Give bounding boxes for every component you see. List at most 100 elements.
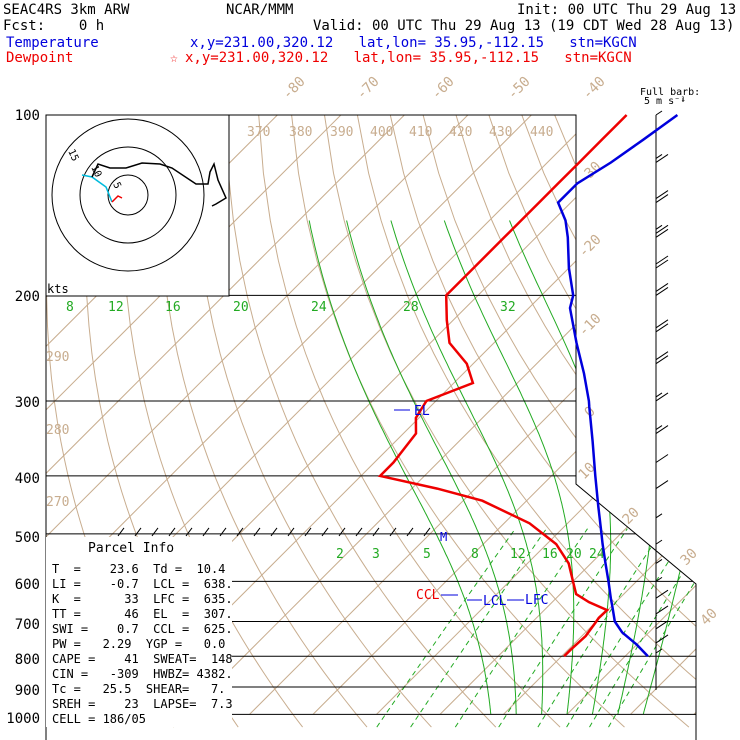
dewpoint-location: x,y=231.00,320.12 lat,lon= 35.95,-112.15… [185, 50, 632, 66]
wind-barb [655, 224, 669, 238]
parcel-row: CIN = -309 HWBZ= 4382. [52, 667, 233, 681]
hatch-mark [219, 527, 227, 537]
hatch-mark [304, 527, 312, 537]
parcel-row: Tc = 25.5 SHEAR= 7. [52, 682, 225, 696]
parcel-row: TT = 46 EL = 307. [52, 607, 233, 621]
dry-adiabat [192, 115, 432, 728]
dry-adiabat [719, 115, 740, 727]
lfc-label: LFC [525, 593, 548, 608]
parcel-row: CELL = 186/05 [52, 712, 146, 726]
wind-barb [655, 620, 669, 630]
barb-flag [655, 228, 669, 238]
hatch-mark [202, 527, 210, 537]
hodograph-units: kts [47, 282, 69, 296]
moist-label: 28 [403, 300, 419, 315]
barb-flag [655, 194, 669, 203]
isotherm [46, 115, 405, 715]
mixing-label: 12 [510, 547, 526, 562]
barb-flag [655, 259, 669, 269]
parcel-row: SREH = 23 LAPSE= 7.3 [52, 697, 233, 711]
barb-half [655, 576, 663, 582]
wind-barb [655, 576, 663, 582]
hodograph-ring [107, 174, 149, 216]
pressure-label: 200 [15, 289, 40, 305]
isotherm-label: -70 [354, 74, 383, 103]
temperature-location: x,y=231.00,320.12 lat,lon= 35.95,-112.15… [190, 35, 637, 51]
pressure-label: 600 [15, 577, 40, 593]
hatch-mark [134, 527, 142, 537]
isotherm-label: -40 [580, 74, 609, 103]
hodograph-box [45, 114, 230, 297]
pressure-label: 900 [15, 683, 40, 699]
barb-flag [655, 154, 669, 163]
isotherm-label: -20 [576, 232, 605, 261]
moist-adiabat [443, 220, 575, 715]
wind-barb [655, 154, 669, 163]
pressure-label: 800 [15, 652, 40, 668]
hatch-mark [338, 527, 346, 537]
parcel-row: T = 23.6 Td = 10.4 [52, 562, 225, 576]
barb-flag [655, 480, 669, 489]
barb-flag [655, 190, 669, 199]
dewpoint-trace [377, 114, 628, 658]
hatch-mark [270, 527, 278, 537]
parcel-row: CAPE = 41 SWEAT= 148 [52, 652, 233, 666]
temperature-trace [556, 113, 679, 658]
mixing-label: 3 [372, 547, 380, 562]
pressure-label: 500 [15, 530, 40, 546]
barb-half [655, 648, 663, 654]
wind-barb [655, 351, 669, 365]
dry-adiabat [620, 115, 696, 728]
wind-barb [655, 634, 669, 644]
barb-flag [655, 287, 669, 296]
theta-label: 290 [46, 350, 69, 365]
hodograph-ring [79, 146, 177, 244]
moist-adiabat [308, 220, 492, 715]
barb-flag [655, 634, 669, 644]
isotherm-label: -50 [505, 74, 534, 103]
moist-label: 12 [108, 300, 124, 315]
theta-label: 410 [409, 125, 432, 140]
theta-labels: 370 380 390 400 410 420 430 440 290 280 … [46, 125, 553, 510]
wind-barb [655, 589, 669, 599]
isotherm [46, 115, 342, 715]
mixing-label: 24 [589, 547, 605, 562]
wind-barb [655, 648, 663, 654]
valid-time: Valid: 00 UTC Thu 29 Aug 13 (19 CDT Wed … [313, 18, 734, 34]
theta-label: 380 [289, 125, 312, 140]
hodograph-storm-mark [111, 195, 123, 203]
wind-barb [655, 480, 669, 489]
isotherm-label: -60 [429, 74, 458, 103]
wind-barb [655, 454, 669, 463]
moist-label: 24 [311, 300, 327, 315]
hatch-mark [321, 527, 329, 537]
isotherm-label: -10 [576, 311, 605, 340]
barb-legend-units: 5 m s⁻¹ [644, 96, 686, 107]
mixing-ratio-line [376, 528, 516, 728]
mixing-ratio-lines [376, 528, 696, 728]
dry-adiabat [455, 115, 696, 728]
moist-adiabat [390, 220, 544, 715]
isotherm-label: 20 [620, 505, 643, 528]
dewpoint-star-icon: ☆ [170, 51, 178, 66]
barb-half [655, 513, 663, 519]
barb-half [655, 154, 663, 159]
dry-adiabat [225, 115, 497, 728]
barb-flag [655, 454, 669, 463]
barb-half [655, 110, 663, 116]
barb-flag [655, 620, 669, 630]
hodograph-low-trace [81, 174, 113, 203]
moist-adiabat [588, 220, 656, 715]
mixing-ratio-line [498, 528, 628, 728]
model-title: SEAC4RS 3km ARW [3, 2, 130, 18]
isotherm-label: 30 [678, 546, 701, 569]
theta-label: 270 [46, 495, 69, 510]
hatch-mark [406, 527, 414, 537]
wind-barb [655, 110, 663, 116]
isotherm-label: -80 [280, 74, 309, 103]
barb-flag [655, 319, 669, 329]
barb-half [655, 539, 663, 545]
barb-flag [655, 392, 669, 402]
theta-label: 280 [46, 423, 69, 438]
wind-barb [655, 539, 663, 545]
